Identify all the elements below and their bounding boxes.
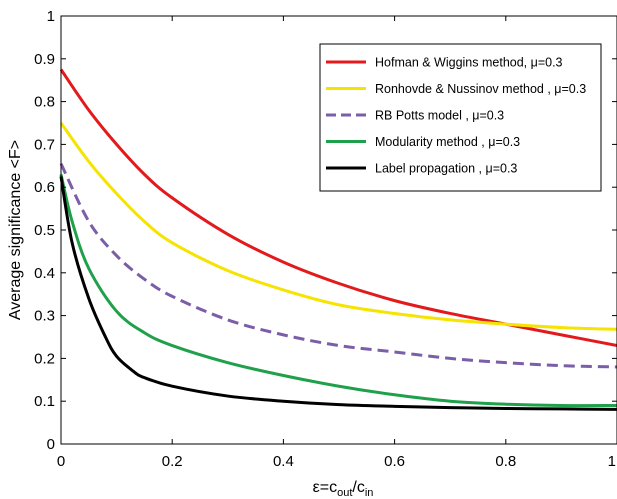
legend: Hofman & Wiggins method, μ=0.3 Ronhovde &… <box>319 43 602 192</box>
y-axis-title: Average significance <F> <box>7 140 24 320</box>
series-line-3 <box>59 163 617 369</box>
y-tick-label: 0.7 <box>34 136 55 153</box>
legend-label-4: Modularity method , μ=0.3 <box>375 135 520 149</box>
x-axis-title-main: ε=c <box>313 479 337 496</box>
y-tick-label: 0.3 <box>34 308 55 325</box>
y-tick-label: 0.2 <box>34 350 55 367</box>
x-tick-label: 0.2 <box>162 453 183 470</box>
x-tick-label: 1 <box>608 453 616 470</box>
legend-label-3: RB Potts model , μ=0.3 <box>375 109 504 123</box>
x-tick-label: 0.8 <box>495 453 516 470</box>
x-tick-label: 0.6 <box>384 453 405 470</box>
series-line-4 <box>59 174 617 408</box>
x-axis-title-sub-in: in <box>365 487 374 499</box>
legend-label-1: Hofman & Wiggins method, μ=0.3 <box>375 56 563 70</box>
series-line-2 <box>59 122 617 331</box>
plot-frame <box>60 15 617 445</box>
y-tick-label: 1 <box>47 8 55 25</box>
legend-label-2: Ronhovde & Nussinov method , μ=0.3 <box>375 82 586 96</box>
x-axis-title: ε=cout/cin <box>313 479 374 499</box>
y-tick-label: 0.9 <box>34 51 55 68</box>
y-tick-label: 0.8 <box>34 94 55 111</box>
ticks-layer: 0 0.2 0.4 0.6 0.8 1 0 0.1 0.2 0.3 0.4 0.5 0.6 0.7 0.8 0… <box>34 8 617 470</box>
legend-box <box>319 43 602 192</box>
x-axis-title-sub-out: out <box>337 487 352 499</box>
y-tick-label: 0.4 <box>34 265 55 282</box>
y-tick-label: 0.1 <box>34 393 55 410</box>
series-layer <box>59 68 617 411</box>
x-tick-label: 0.4 <box>273 453 294 470</box>
x-axis-title-mid: /c <box>352 479 364 496</box>
legend-entries: Hofman & Wiggins method, μ=0.3 Ronhovde &… <box>326 56 586 176</box>
y-tick-label: 0 <box>47 436 55 453</box>
y-tick-label: 0.5 <box>34 222 55 239</box>
legend-label-5: Label propagation , μ=0.3 <box>375 162 517 176</box>
series-line-5 <box>59 176 617 411</box>
x-tick-label: 0 <box>57 453 65 470</box>
y-tick-label: 0.6 <box>34 179 55 196</box>
